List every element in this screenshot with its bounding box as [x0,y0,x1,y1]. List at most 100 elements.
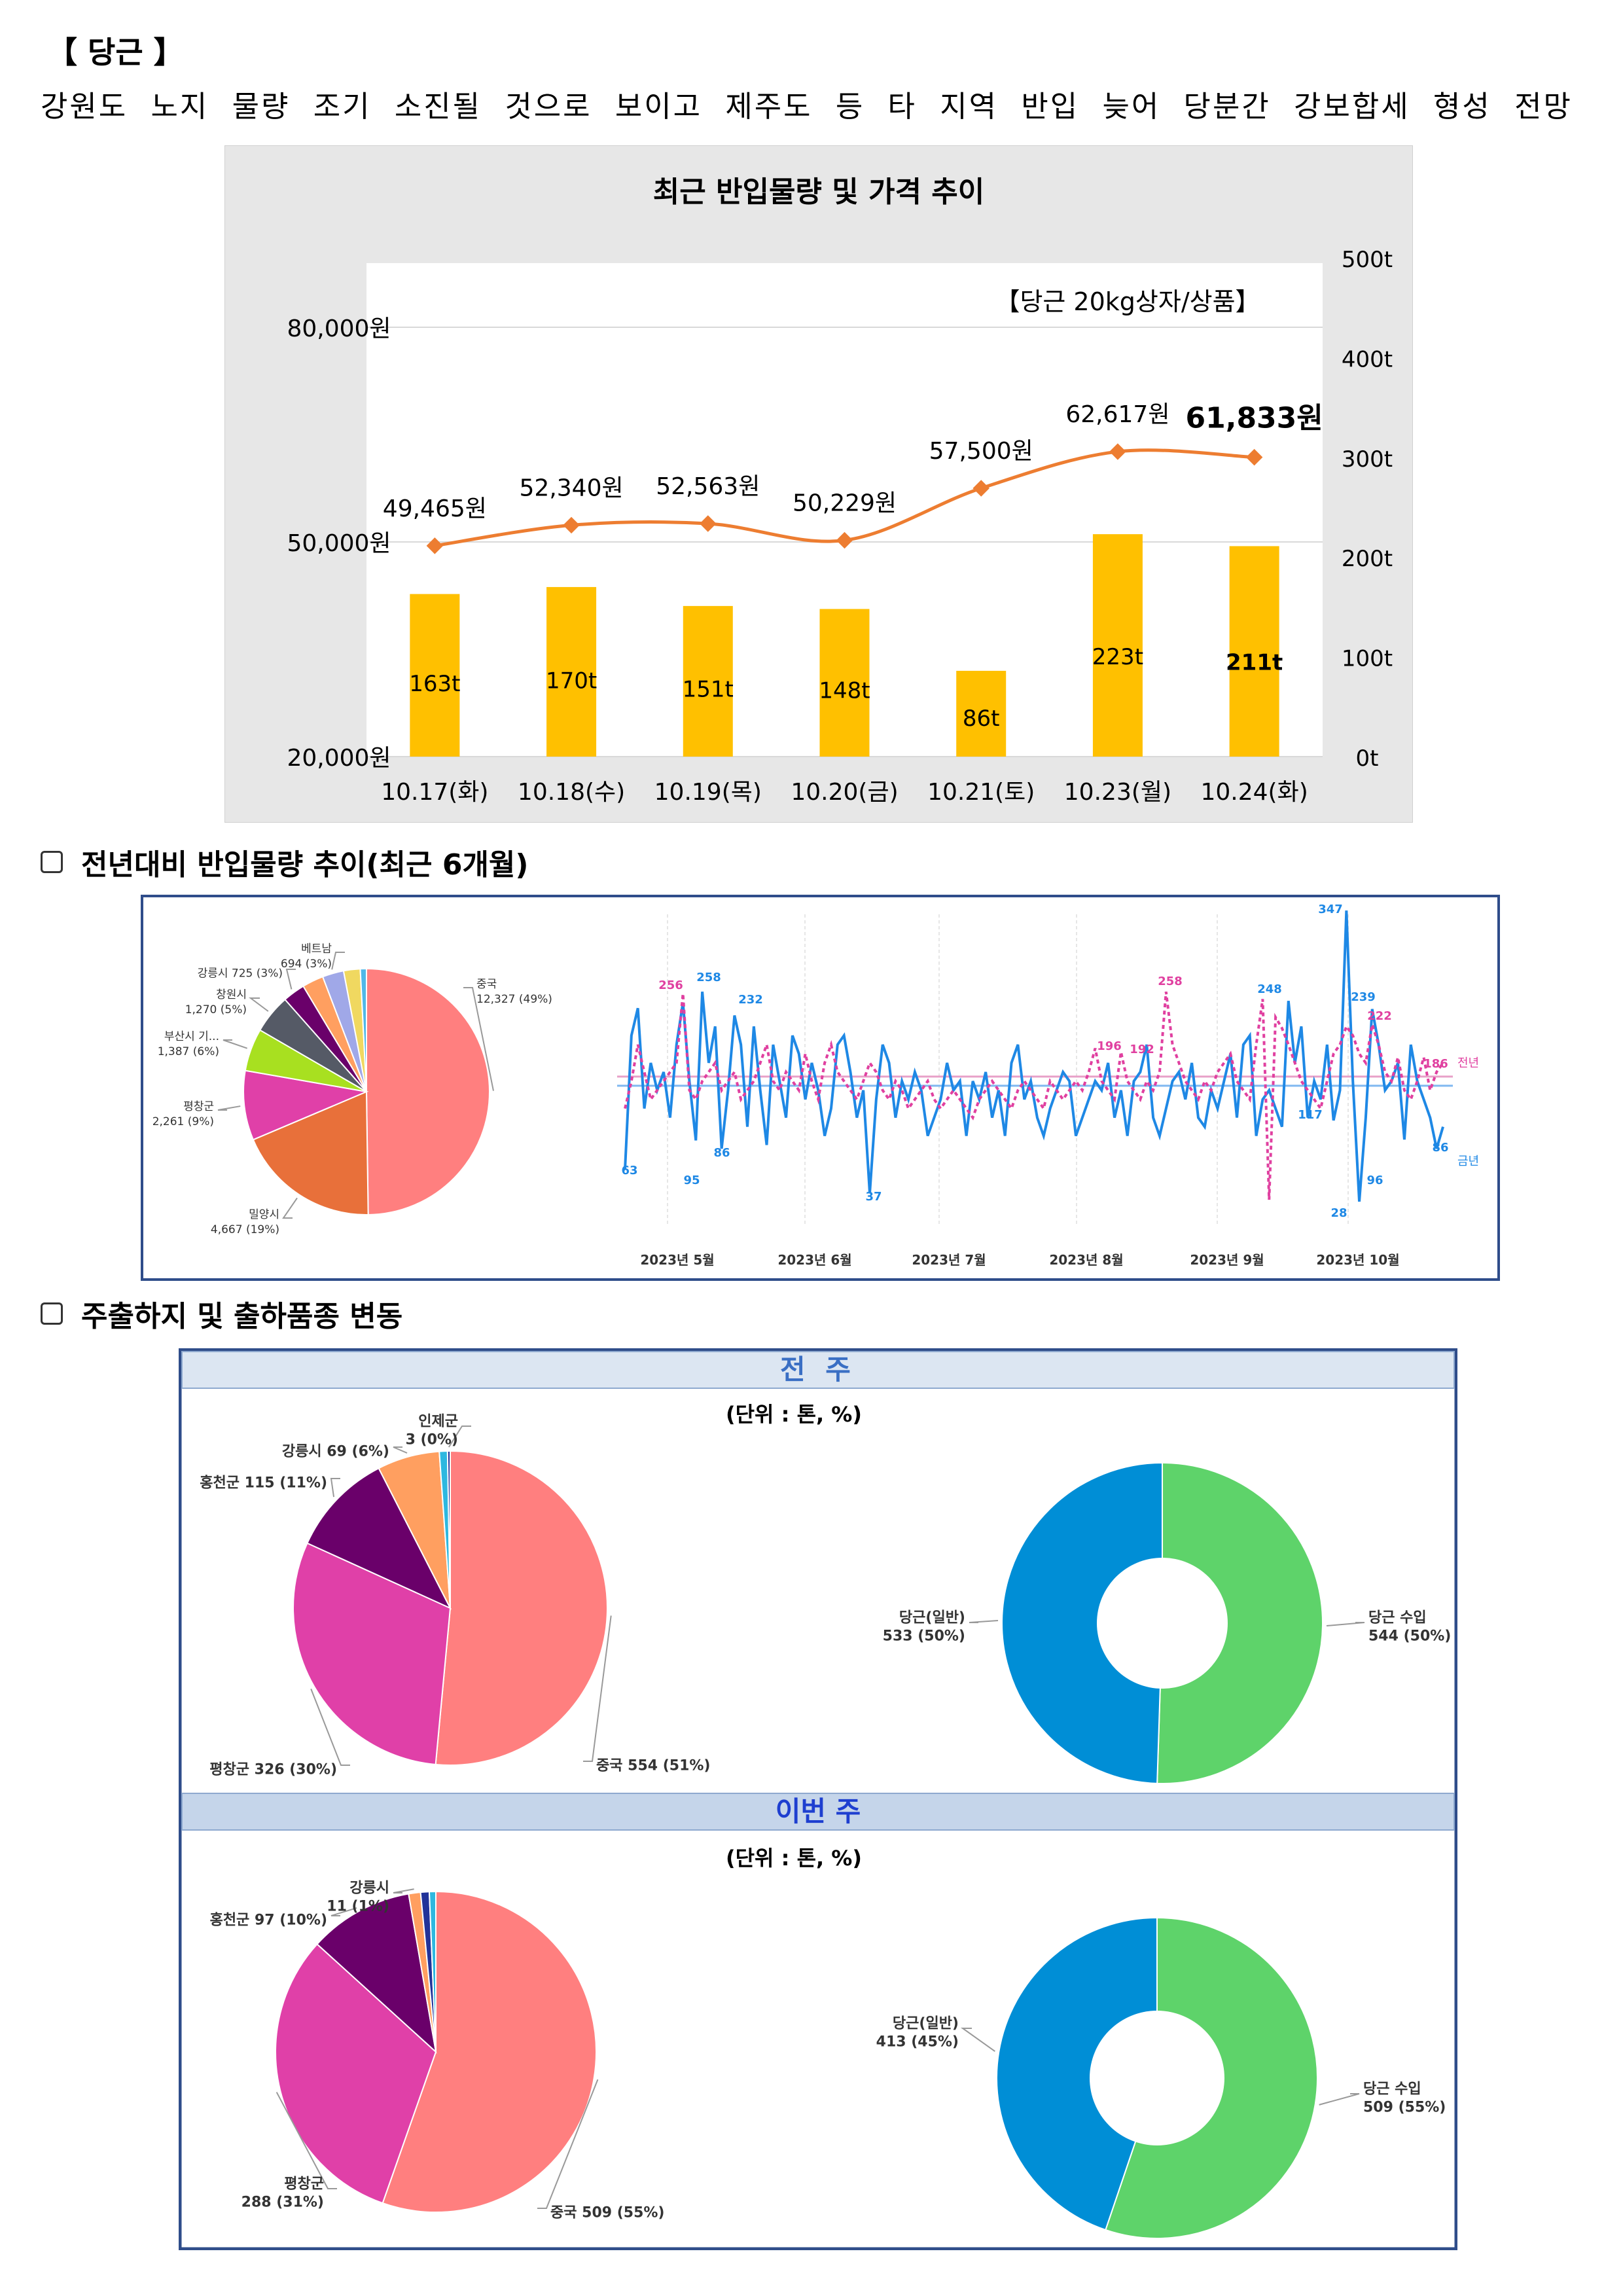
pie-slice [366,967,490,1215]
month-label: 2023년 10월 [1316,1252,1399,1268]
leader-line [282,1197,298,1219]
pie-slice [275,1943,437,2204]
leader-line [1326,1622,1365,1627]
category-label: 10.24(화) [1201,779,1308,806]
leader-line [463,987,494,1091]
series-current-line [624,910,1444,1202]
leader-line [217,1105,241,1111]
leader-line [331,952,345,970]
point-annotation: 258 [696,971,721,984]
volume-bar [819,609,870,757]
section-title: 【 당근 】 [47,35,184,70]
slice-label: 당근(일반) [893,2015,959,2032]
legend-curr: 금년 [1457,1155,1479,1168]
point-annotation: 186 [1423,1057,1448,1071]
slice-label: 288 (31%) [241,2194,324,2210]
volume-bar [546,586,597,757]
market-outlook-text: 강원도 노지 물량 조기 소진될 것으로 보이고 제주도 등 타 지역 반입 늦… [41,89,1573,124]
leader-line [330,1478,340,1498]
slice-label: 544 (50%) [1368,1628,1451,1644]
leader-line [583,1615,612,1762]
price-label: 52,340원 [520,475,624,501]
point-annotation: 222 [1367,1009,1392,1023]
slice-label: 3 (0%) [406,1431,458,1448]
pie-slice [435,1450,608,1766]
volume-label: 148t [819,678,870,704]
point-annotation: 86 [1432,1141,1448,1155]
slice-label: 홍천군 97 (10%) [210,1912,327,1928]
section-origin-variety-title: 주출하지 및 출하품종 변동 [81,1300,403,1333]
slice-label: 부산시 기... [164,1030,219,1043]
legend-prev: 전년 [1457,1056,1479,1070]
leader-line [393,1446,408,1454]
category-label: 10.23(월) [1064,779,1171,806]
point-annotation: 86 [713,1146,730,1160]
volume-bar [1092,534,1143,757]
point-annotation: 28 [1330,1206,1347,1220]
unit-label-last: (단위 : 톤, %) [726,1402,862,1427]
checkbox-icon [41,1302,63,1325]
price-marker [426,537,444,554]
leader-line [448,1426,471,1448]
leader-line [223,1039,248,1049]
price-label: 52,563원 [656,473,760,500]
volume-bar [683,605,733,757]
pie-slice [293,1542,452,1766]
right-tick-label: 400t [1342,346,1393,372]
right-tick-label: 0t [1356,745,1379,772]
pie-slice [428,1890,437,2053]
slice-label: 533 (50%) [883,1628,965,1644]
slice-label: 밀양시 [249,1208,279,1221]
price-marker [563,516,580,534]
month-label: 2023년 8월 [1049,1252,1123,1268]
price-label: 62,617원 [1065,401,1169,428]
point-annotation: 232 [738,993,763,1007]
point-annotation: 347 [1318,903,1343,916]
band-this-week: 이번 주 [776,1795,861,1827]
price-label: 61,833원 [1186,402,1323,435]
slice-label: 4,667 (19%) [211,1223,279,1236]
volume-label: 163t [409,671,460,697]
slice-label: 중국 509 (55%) [550,2204,665,2221]
pie-slice [1156,1462,1323,1784]
leader-line [330,1907,357,1916]
section-yoy-volume: 전년대비 반입물량 추이(최근 6개월) [41,841,529,883]
leader-line [960,2028,995,2052]
pie-slice [359,967,367,1092]
yoy-volume-panel: 중국 12,327 (49%) 밀양시 4,667 (19%) 평창군 2,261 (9%… [141,895,1500,1281]
chart-annotation: 【당근 20kg상자/상품】 [995,287,1260,316]
slice-label: 1,270 (5%) [185,1003,247,1016]
pie-slice [243,1069,369,1141]
slice-label: 413 (45%) [876,2034,959,2050]
point-annotation: 248 [1257,982,1282,996]
slice-label: 당근(일반) [899,1609,965,1626]
category-label: 10.17(화) [381,779,488,806]
right-tick-label: 100t [1342,646,1393,672]
slice-label: 강릉시 69 (6%) [282,1443,389,1460]
leader-line [537,2079,599,2209]
volume-label: 211t [1226,649,1283,675]
leader-line [310,1689,350,1766]
right-tick-label: 500t [1342,247,1393,273]
slice-label: 중국 [476,978,497,991]
leader-line [248,997,269,1012]
section-origin-variety: 주출하지 및 출하품종 변동 [41,1293,402,1335]
slice-label: 중국 554 (51%) [596,1757,711,1774]
unit-label-this: (단위 : 톤, %) [726,1846,862,1871]
slice-label: 인제군 [418,1413,458,1429]
volume-bar [410,594,460,757]
point-annotation: 63 [621,1164,637,1177]
left-tick-label: 50,000원 [287,530,391,557]
weekly-origin-panel: 전 주 이번 주 (단위 : 톤, %) (단위 : 톤, %) 중국 554 … [179,1348,1457,2250]
donut-hole [1097,1558,1228,1689]
slice-label: 694 (3%) [281,958,332,971]
volume-label: 170t [546,668,597,694]
point-annotation: 37 [865,1190,882,1204]
volume-label: 151t [683,676,734,702]
slice-label: 당근 수입 [1363,2081,1421,2097]
price-volume-chart: 최근 반입물량 및 가격 추이 【당근 20kg상자/상품】 20,000원 50… [224,145,1413,823]
leader-line [393,1888,414,1893]
volume-bar [956,670,1007,757]
band-last-week: 전 주 [780,1354,856,1386]
slice-label: 강릉시 [349,1880,389,1896]
